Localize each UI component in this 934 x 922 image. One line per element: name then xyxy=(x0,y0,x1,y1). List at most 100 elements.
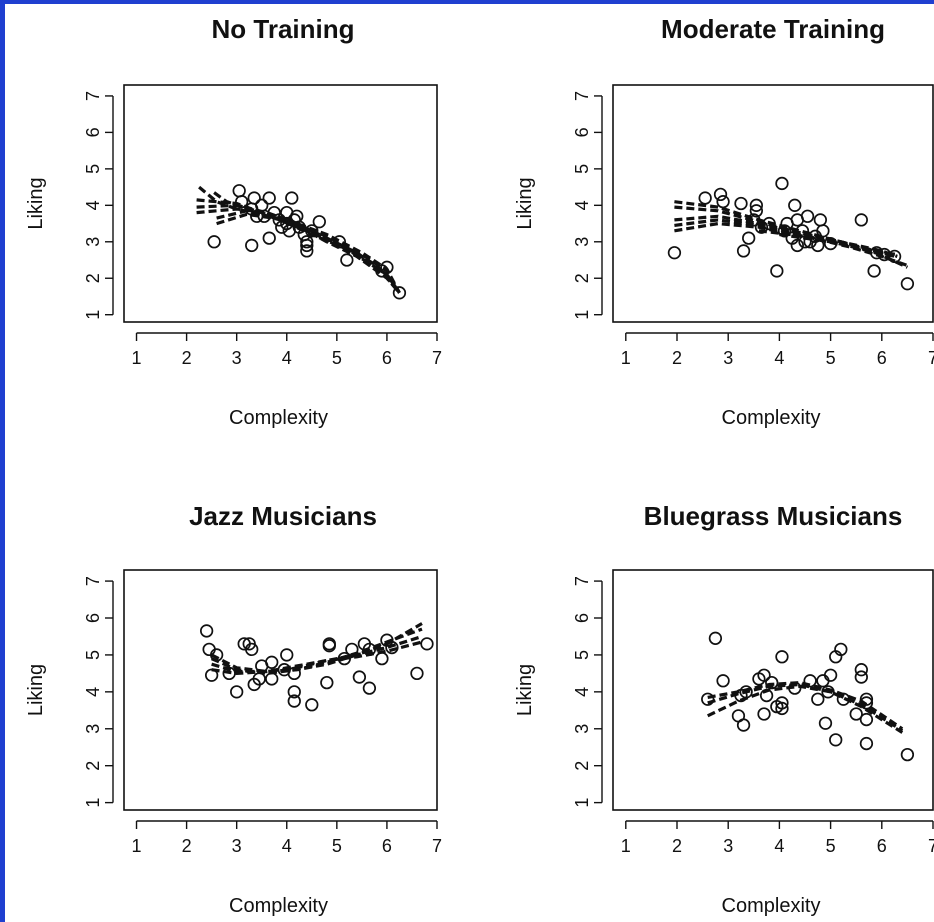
data-point xyxy=(245,642,259,657)
data-point xyxy=(800,209,815,223)
x-tick-label: 7 xyxy=(928,836,934,856)
y-tick-label: 4 xyxy=(83,687,103,697)
chart-title: No Training xyxy=(212,14,355,44)
data-point xyxy=(775,696,789,710)
data-point xyxy=(337,651,352,666)
data-point xyxy=(312,215,326,229)
data-point xyxy=(859,736,874,751)
data-point xyxy=(204,668,219,682)
data-point xyxy=(849,707,863,721)
data-point xyxy=(757,668,771,682)
data-point xyxy=(247,191,261,205)
data-point xyxy=(777,224,792,238)
data-point xyxy=(385,640,399,655)
fit-curve xyxy=(196,198,401,294)
plot-frame xyxy=(612,569,934,811)
x-tick-label: 1 xyxy=(132,836,142,856)
data-point xyxy=(811,692,825,706)
data-point xyxy=(749,198,764,212)
data-point xyxy=(818,716,833,730)
data-point xyxy=(392,286,407,300)
plot-frame xyxy=(123,569,438,811)
data-point xyxy=(290,209,304,223)
x-tick-label: 6 xyxy=(382,836,392,856)
data-point xyxy=(375,651,389,666)
y-tick-label: 4 xyxy=(572,200,592,210)
y-axis-label: Liking xyxy=(514,177,536,229)
data-point xyxy=(420,637,434,651)
data-point xyxy=(250,209,264,223)
x-tick-label: 2 xyxy=(182,836,192,856)
x-tick-label: 4 xyxy=(774,836,784,856)
data-point xyxy=(230,685,244,699)
data-point xyxy=(877,247,892,262)
data-point xyxy=(287,685,301,699)
y-tick-label: 6 xyxy=(572,613,592,623)
y-tick-label: 3 xyxy=(572,237,592,247)
data-point xyxy=(300,235,314,249)
data-point xyxy=(775,650,789,664)
fit-curve xyxy=(674,200,898,258)
data-point xyxy=(736,718,751,732)
data-point xyxy=(245,238,259,253)
data-point xyxy=(821,685,835,699)
y-tick-label: 4 xyxy=(83,200,103,210)
data-point xyxy=(859,696,874,710)
data-point xyxy=(285,191,299,205)
data-point xyxy=(790,238,804,253)
data-point xyxy=(816,224,830,238)
data-point xyxy=(199,624,214,638)
data-point xyxy=(262,231,276,245)
data-point xyxy=(255,198,269,212)
y-axis-label: Liking xyxy=(514,664,536,716)
y-axis-label: Liking xyxy=(25,664,47,716)
chart-title: Bluegrass Musicians xyxy=(644,501,903,531)
data-point xyxy=(803,674,817,688)
y-tick-label: 7 xyxy=(83,91,103,101)
y-tick-label: 6 xyxy=(83,613,103,623)
data-point xyxy=(870,246,884,260)
data-point xyxy=(834,642,848,657)
data-point xyxy=(788,198,802,212)
y-tick-label: 1 xyxy=(83,310,103,320)
x-tick-label: 3 xyxy=(723,348,733,368)
data-point xyxy=(739,685,753,699)
y-tick-label: 5 xyxy=(572,650,592,660)
y-tick-label: 7 xyxy=(572,576,592,586)
chart-panel-2: Jazz Musicians 1 2 3 4 5 6 7 Complexity 1 2 3 4 5 6 7 Li… xyxy=(25,501,442,917)
y-tick-label: 5 xyxy=(83,650,103,660)
data-point xyxy=(410,666,424,681)
data-point xyxy=(867,264,881,278)
fit-curve xyxy=(674,205,898,258)
data-point xyxy=(754,220,769,234)
plot-frame xyxy=(612,84,934,323)
x-tick-label: 5 xyxy=(826,836,836,856)
fit-curve xyxy=(196,203,401,294)
data-point xyxy=(235,195,249,209)
chart-title: Jazz Musicians xyxy=(189,501,377,531)
data-point xyxy=(287,666,301,681)
data-point xyxy=(854,213,868,227)
data-point xyxy=(380,260,394,274)
x-tick-label: 7 xyxy=(432,348,442,368)
y-tick-label: 3 xyxy=(572,724,592,734)
y-tick-label: 1 xyxy=(572,798,592,808)
x-tick-label: 1 xyxy=(621,348,631,368)
x-tick-label: 7 xyxy=(928,348,934,368)
x-tick-label: 1 xyxy=(132,348,142,368)
data-point xyxy=(813,213,828,227)
x-tick-label: 5 xyxy=(826,348,836,368)
x-axis-label: Complexity xyxy=(229,895,328,917)
data-point xyxy=(798,235,812,249)
x-tick-label: 6 xyxy=(382,348,392,368)
x-tick-label: 4 xyxy=(774,348,784,368)
data-point xyxy=(775,701,789,716)
data-point xyxy=(209,648,224,662)
data-point xyxy=(749,204,764,218)
y-tick-label: 6 xyxy=(83,127,103,137)
y-tick-label: 2 xyxy=(83,273,103,283)
data-point xyxy=(887,249,902,264)
data-point xyxy=(713,187,728,202)
data-point xyxy=(716,195,730,209)
